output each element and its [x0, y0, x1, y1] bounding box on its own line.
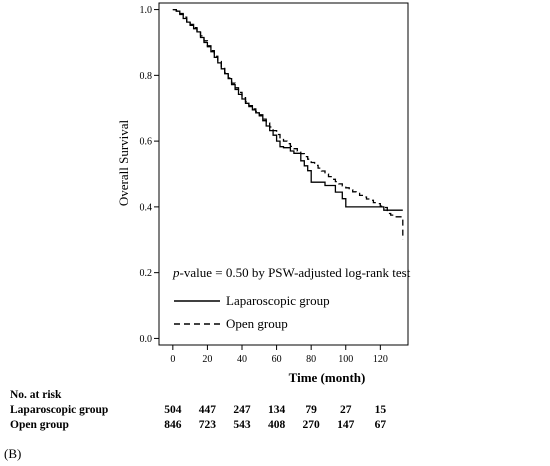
- risk-value: 247: [233, 404, 251, 416]
- risk-value: 67: [375, 419, 387, 431]
- risk-value: 27: [340, 404, 352, 416]
- y-tick-label: 0.4: [140, 202, 153, 213]
- risk-value: 846: [164, 419, 182, 431]
- risk-value: 543: [233, 419, 251, 431]
- risk-value: 79: [305, 404, 317, 416]
- panel-label: (B): [4, 446, 21, 461]
- x-tick-label: 60: [272, 354, 282, 365]
- pvalue-text: -value = 0.50 by PSW-adjusted log-rank t…: [180, 265, 411, 280]
- x-tick-label: 80: [306, 354, 316, 365]
- legend-label-open: Open group: [226, 316, 288, 331]
- pvalue-annotation: p-value = 0.50 by PSW-adjusted log-rank …: [172, 265, 411, 280]
- risk-value: 134: [268, 404, 286, 416]
- x-tick-label: 100: [338, 354, 353, 365]
- risk-value: 147: [337, 419, 355, 431]
- risk-value: 408: [268, 419, 286, 431]
- y-tick-label: 0.0: [140, 334, 153, 345]
- risk-value: 723: [199, 419, 217, 431]
- y-tick-label: 0.2: [140, 268, 153, 279]
- y-tick-label: 0.6: [140, 137, 153, 148]
- x-axis-title: Time (month): [289, 370, 366, 385]
- y-tick-label: 1.0: [140, 5, 153, 16]
- plot-frame: [158, 2, 409, 346]
- y-tick-label: 0.8: [140, 71, 153, 82]
- legend: Laparoscopic group Open group: [174, 293, 330, 331]
- x-tick-label: 40: [237, 354, 247, 365]
- x-tick-label: 120: [373, 354, 388, 365]
- risk-value: 447: [199, 404, 217, 416]
- x-tick-label: 20: [202, 354, 212, 365]
- risk-table-title: No. at risk: [10, 389, 62, 401]
- legend-label-laparoscopic: Laparoscopic group: [226, 293, 330, 308]
- risk-value: 504: [164, 404, 182, 416]
- x-tick-label: 0: [170, 354, 175, 365]
- pvalue-italic: p: [172, 265, 180, 280]
- risk-value: 15: [375, 404, 387, 416]
- series-line-laparoscopic: [172, 8, 403, 211]
- y-axis-title: Overall Survival: [116, 119, 131, 206]
- risk-table: No. at risk Laparoscopic group Open grou…: [10, 389, 386, 431]
- risk-row-label-open: Open group: [10, 419, 69, 431]
- risk-row-label-laparoscopic: Laparoscopic group: [10, 404, 108, 416]
- risk-value: 270: [303, 419, 321, 431]
